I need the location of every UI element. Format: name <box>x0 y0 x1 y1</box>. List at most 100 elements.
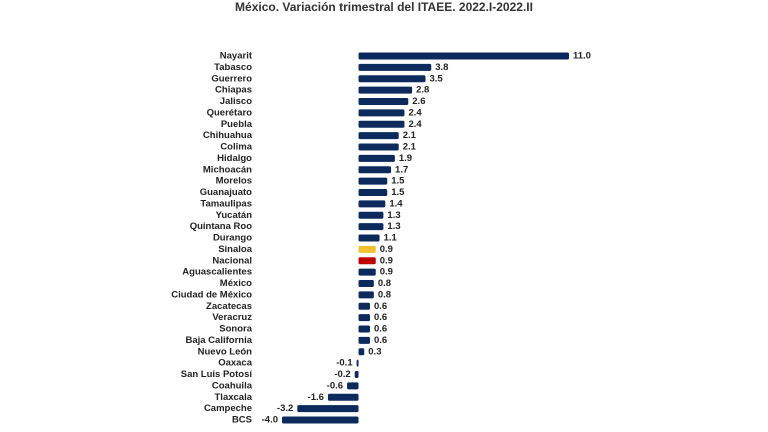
value-label: -4.0 <box>262 415 278 426</box>
bar <box>358 166 392 174</box>
bar <box>358 189 388 196</box>
category-label: Nacional <box>212 255 252 266</box>
category-label: Tamaulipas <box>200 198 252 209</box>
category-label: Querétaro <box>207 107 253 118</box>
chart-title: México. Variación trimestral del ITAEE. … <box>235 0 533 14</box>
bar <box>358 154 395 162</box>
bar <box>358 143 399 151</box>
bar <box>354 371 359 378</box>
value-label: 0.6 <box>374 312 387 323</box>
value-label: 1.3 <box>387 210 400 221</box>
value-label: 1.4 <box>389 198 403 209</box>
bar <box>358 302 371 310</box>
category-label: San Luis Potosí <box>181 369 253 380</box>
bar <box>358 325 371 333</box>
value-label: 1.1 <box>384 233 398 244</box>
value-label: -3.2 <box>277 403 293 414</box>
bar <box>358 200 386 208</box>
category-label: Campeche <box>204 403 252 414</box>
value-label: 2.6 <box>412 96 425 107</box>
bar <box>327 393 359 401</box>
value-label: 2.4 <box>408 107 422 118</box>
value-label: -0.6 <box>327 380 343 391</box>
value-label: 1.5 <box>391 187 405 198</box>
category-label: Tlaxcala <box>215 392 253 403</box>
category-label: Colima <box>220 142 252 153</box>
category-label: BCS <box>232 415 252 426</box>
category-label: Coahuila <box>212 380 253 391</box>
value-label: 2.8 <box>416 85 429 96</box>
category-label: Veracruz <box>212 312 252 323</box>
category-label: Michoacán <box>203 164 252 175</box>
category-label: Oaxaca <box>218 358 253 369</box>
value-label: 11.0 <box>573 51 591 62</box>
bar <box>358 245 376 253</box>
category-label: Chiapas <box>215 85 252 96</box>
value-label: 0.8 <box>378 289 391 300</box>
category-label: Sonora <box>219 324 252 335</box>
bar <box>282 416 359 424</box>
bar <box>356 359 359 367</box>
category-label: Quintana Roo <box>190 221 252 232</box>
value-label: 1.5 <box>391 176 405 187</box>
value-label: 3.5 <box>430 73 444 84</box>
category-label: Baja California <box>185 335 252 346</box>
value-label: 0.9 <box>380 255 393 266</box>
value-label: 0.6 <box>374 335 387 346</box>
bar <box>358 98 409 105</box>
bar <box>358 257 376 265</box>
category-label: Tabasco <box>214 62 252 73</box>
category-label: Nuevo León <box>198 346 253 357</box>
category-label: Ciudad de México <box>171 289 252 300</box>
value-label: -0.1 <box>336 358 353 369</box>
bar <box>358 120 405 128</box>
value-label: 0.6 <box>374 301 387 312</box>
bar <box>358 52 569 60</box>
bar <box>358 63 432 71</box>
bar <box>358 177 388 185</box>
bar <box>358 291 374 299</box>
value-label: 1.7 <box>395 164 408 175</box>
bar <box>358 86 413 94</box>
bar <box>358 211 384 219</box>
bar <box>358 280 374 287</box>
category-label: Morelos <box>216 176 252 187</box>
bar <box>358 268 376 276</box>
category-label: Jalisco <box>220 96 252 107</box>
value-label: 1.9 <box>399 153 412 164</box>
category-label: Durango <box>213 233 252 244</box>
category-label: Puebla <box>221 119 253 130</box>
value-label: 1.3 <box>387 221 400 232</box>
bar <box>358 223 384 231</box>
bar <box>358 314 371 322</box>
value-label: 0.8 <box>378 278 391 289</box>
category-label: Nayarit <box>220 51 253 62</box>
bar <box>297 405 359 413</box>
value-label: -1.6 <box>308 392 324 403</box>
value-label: 0.9 <box>380 267 393 278</box>
bar <box>358 132 399 140</box>
category-label: México <box>220 278 252 289</box>
category-label: Zacatecas <box>206 301 252 312</box>
category-label: Hidalgo <box>217 153 252 164</box>
category-label: Guanajuato <box>200 187 252 198</box>
value-label: 3.8 <box>435 62 448 73</box>
bar <box>358 348 365 356</box>
category-label: Guerrero <box>211 73 252 84</box>
bar <box>358 234 380 242</box>
bar <box>358 75 426 83</box>
value-label: 2.4 <box>408 119 422 130</box>
category-label: Sinaloa <box>218 244 253 255</box>
bar <box>358 109 405 117</box>
bar <box>347 382 359 390</box>
category-label: Aguascalientes <box>182 267 252 278</box>
bar <box>358 336 371 344</box>
value-label: -0.2 <box>334 369 350 380</box>
value-label: 0.3 <box>368 346 381 357</box>
value-label: 2.1 <box>403 130 417 141</box>
category-label: Chihuahua <box>203 130 253 141</box>
category-label: Yucatán <box>216 210 253 221</box>
value-label: 0.9 <box>380 244 393 255</box>
